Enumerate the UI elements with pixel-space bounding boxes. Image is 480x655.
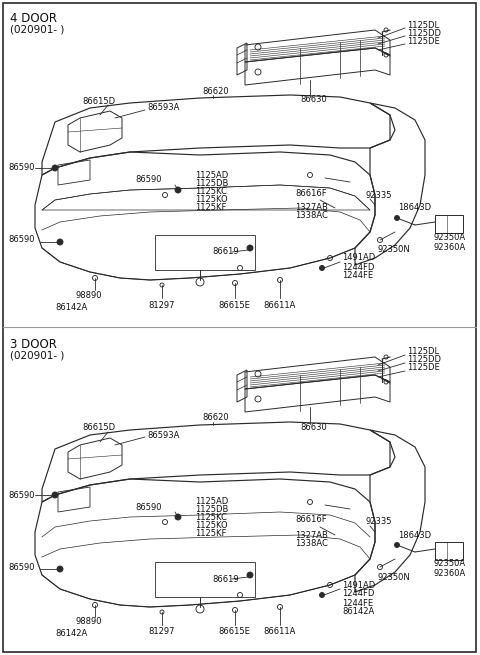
Text: 86590: 86590 (8, 563, 35, 572)
Circle shape (57, 566, 63, 572)
Text: 86615D: 86615D (82, 424, 115, 432)
Text: 1125KF: 1125KF (195, 529, 227, 538)
Text: 1338AC: 1338AC (295, 212, 328, 221)
Bar (155, 562, 255, 597)
Text: 81297: 81297 (148, 301, 175, 310)
Text: 86590: 86590 (135, 176, 161, 185)
Text: 81297: 81297 (148, 627, 175, 637)
Text: 1125KC: 1125KC (195, 187, 227, 195)
Circle shape (57, 239, 63, 245)
Text: 3 DOOR: 3 DOOR (10, 337, 57, 350)
Circle shape (52, 492, 58, 498)
Text: 92360A: 92360A (433, 242, 465, 252)
Text: 1125KC: 1125KC (195, 514, 227, 523)
Text: 86590: 86590 (8, 236, 35, 244)
Bar (435, 542, 463, 560)
Text: 1125AD: 1125AD (195, 170, 228, 179)
Text: 86611A: 86611A (263, 301, 295, 310)
Text: 92350N: 92350N (378, 572, 411, 582)
Text: 86630: 86630 (300, 96, 327, 105)
Text: 1491AD: 1491AD (342, 580, 375, 590)
Text: 18643D: 18643D (398, 531, 431, 540)
Text: 1125DE: 1125DE (407, 37, 440, 45)
Text: 86619: 86619 (212, 248, 239, 257)
Text: 86620: 86620 (202, 86, 228, 96)
Text: 1125DL: 1125DL (407, 348, 439, 356)
Text: 86615E: 86615E (218, 627, 250, 637)
Text: 86615D: 86615D (82, 96, 115, 105)
Text: 18643D: 18643D (398, 204, 431, 212)
Text: 86590: 86590 (135, 502, 161, 512)
Text: 86616F: 86616F (295, 189, 326, 198)
Text: 1125DD: 1125DD (407, 29, 441, 37)
Circle shape (247, 245, 253, 251)
Text: 1327AB: 1327AB (295, 204, 328, 212)
Text: 86616F: 86616F (295, 515, 326, 525)
Text: 86620: 86620 (202, 413, 228, 422)
Circle shape (320, 265, 324, 271)
Circle shape (247, 572, 253, 578)
Text: (020901- ): (020901- ) (10, 351, 64, 361)
Text: 86630: 86630 (300, 422, 327, 432)
Text: 86593A: 86593A (147, 103, 180, 113)
Text: 86593A: 86593A (147, 430, 180, 440)
Circle shape (52, 165, 58, 171)
Text: 92350A: 92350A (433, 233, 465, 242)
Text: 1244FE: 1244FE (342, 272, 373, 280)
Text: 1244FD: 1244FD (342, 263, 374, 272)
Text: 1125DE: 1125DE (407, 364, 440, 373)
Text: 1338AC: 1338AC (295, 538, 328, 548)
Text: 86615E: 86615E (218, 301, 250, 310)
Circle shape (175, 514, 181, 520)
Text: 1125DL: 1125DL (407, 20, 439, 29)
Text: 92350N: 92350N (378, 246, 411, 255)
Bar (155, 235, 255, 270)
Circle shape (395, 542, 399, 548)
Circle shape (175, 187, 181, 193)
Text: 1125KO: 1125KO (195, 195, 228, 204)
Text: 86619: 86619 (212, 574, 239, 584)
Text: 92335: 92335 (365, 191, 392, 200)
Text: 1491AD: 1491AD (342, 253, 375, 263)
Text: 86142A: 86142A (342, 607, 374, 616)
Text: 1327AB: 1327AB (295, 531, 328, 540)
Text: 1125KO: 1125KO (195, 521, 228, 531)
Text: 86142A: 86142A (55, 629, 87, 639)
Text: 98890: 98890 (75, 291, 101, 299)
Text: 1125DB: 1125DB (195, 506, 228, 514)
Text: 92350A: 92350A (433, 559, 465, 569)
Text: 1125DB: 1125DB (195, 179, 228, 187)
Text: 86611A: 86611A (263, 627, 295, 637)
Text: 1244FD: 1244FD (342, 590, 374, 599)
Text: 1125KF: 1125KF (195, 202, 227, 212)
Text: 1125AD: 1125AD (195, 498, 228, 506)
Circle shape (395, 215, 399, 221)
Text: 86590: 86590 (8, 491, 35, 500)
Text: 92360A: 92360A (433, 569, 465, 578)
Circle shape (320, 593, 324, 597)
Text: 1125DD: 1125DD (407, 356, 441, 364)
Text: 98890: 98890 (75, 618, 101, 626)
Bar (435, 215, 463, 233)
Text: 86590: 86590 (8, 164, 35, 172)
Text: 4 DOOR: 4 DOOR (10, 12, 57, 24)
Text: 1244FE: 1244FE (342, 599, 373, 607)
Text: (020901- ): (020901- ) (10, 25, 64, 35)
Text: 86142A: 86142A (55, 303, 87, 312)
Text: 92335: 92335 (365, 517, 392, 527)
